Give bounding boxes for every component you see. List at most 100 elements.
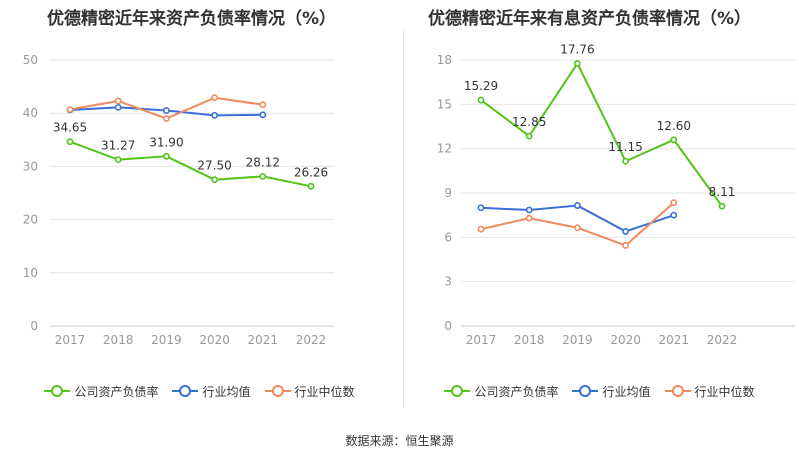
legend-item[interactable]: 公司资产负债率 (444, 383, 558, 400)
series-line (480, 61, 723, 207)
x-tick-label: 2018 (103, 333, 134, 347)
legend-item[interactable]: 行业均值 (572, 383, 651, 400)
data-point (259, 111, 267, 119)
data-point (718, 202, 726, 210)
x-tick-label: 2020 (610, 333, 641, 347)
data-point (622, 157, 629, 165)
chart-panel-left: 优德精密近年来资产负债率情况（%） 0 10 20 30 40 50 2017 2018 201… (0, 0, 399, 420)
y-tick-label: 3 (444, 275, 452, 289)
legend-dot-icon (579, 385, 592, 397)
x-tick-label: 2018 (514, 333, 545, 347)
data-label: 8.11 (709, 185, 736, 199)
data-point (162, 152, 170, 160)
data-point (670, 136, 678, 144)
legend-label: 行业均值 (202, 384, 251, 399)
y-tick-label: 20 (23, 213, 38, 227)
series-line (69, 140, 312, 188)
chart-panel-right: 优德精密近年来有息资产负债率情况（%） 0 3 6 9 12 15 18 2017 2018 20… (400, 0, 799, 420)
data-point (670, 211, 678, 219)
data-label: 27.50 (197, 159, 231, 173)
legend-dot-icon (179, 385, 192, 397)
data-point (162, 107, 170, 114)
x-tick-label: 2020 (199, 333, 230, 347)
x-tick-label: 2017 (466, 333, 497, 347)
legend-label: 公司资产负债率 (74, 384, 159, 399)
x-tick-label: 2021 (248, 333, 279, 347)
chart-legend: 公司资产负债率 行业均值 行业中位数 (0, 381, 399, 401)
data-point (66, 138, 74, 146)
chart-title: 优德精密近年来有息资产负债率情况（%） (427, 9, 752, 29)
data-point (114, 156, 122, 164)
x-tick-label: 2019 (562, 333, 593, 347)
data-point (114, 97, 122, 105)
y-tick-label: 0 (30, 319, 38, 333)
y-tick-label: 12 (437, 142, 452, 156)
data-point (525, 206, 533, 214)
y-tick-label: 15 (437, 97, 452, 111)
legend-item[interactable]: 行业中位数 (664, 383, 755, 400)
data-label: 26.26 (294, 165, 328, 179)
chart-title: 优德精密近年来资产负债率情况（%） (46, 9, 337, 29)
legend-swatch-icon (264, 385, 291, 397)
legend-swatch-icon (664, 385, 691, 397)
data-label: 11.15 (608, 140, 642, 154)
legend-item[interactable]: 公司资产负债率 (44, 383, 158, 400)
legend-dot-icon (451, 385, 464, 397)
data-label: 34.65 (53, 121, 87, 135)
panel-divider (403, 28, 404, 408)
legend-swatch-icon (172, 385, 199, 397)
x-tick-label: 2021 (659, 333, 690, 347)
y-tick-label: 50 (23, 53, 38, 67)
data-point (622, 228, 629, 235)
data-point (259, 101, 267, 109)
data-point (307, 182, 315, 190)
data-point (573, 60, 581, 67)
legend-label: 行业中位数 (694, 384, 755, 399)
data-point (477, 96, 485, 104)
y-tick-label: 6 (444, 230, 452, 244)
y-tick-label: 30 (23, 159, 38, 173)
legend-item[interactable]: 行业中位数 (264, 383, 355, 400)
legend-dot-icon (51, 385, 64, 397)
data-point (525, 214, 533, 222)
chart-legend: 公司资产负债率 行业均值 行业中位数 (400, 381, 799, 401)
data-label: 15.29 (464, 79, 498, 93)
legend-swatch-icon (444, 385, 471, 397)
data-label: 12.85 (512, 115, 546, 129)
data-label: 12.60 (657, 119, 691, 133)
data-point (114, 103, 122, 111)
line-chart-plot: 0 3 6 9 12 15 18 2017 2018 2019 2020 2021 2022 15.29 1… (437, 43, 795, 347)
data-label: 31.27 (101, 139, 135, 153)
legend-swatch-icon (572, 385, 599, 397)
data-source-label: 数据来源：恒生聚源 (345, 434, 454, 448)
data-point (477, 225, 485, 233)
x-tick-label: 2022 (707, 333, 738, 347)
data-point (162, 115, 170, 122)
legend-dot-icon (671, 385, 684, 397)
data-point (670, 199, 678, 207)
data-label: 28.12 (246, 155, 280, 169)
data-point (525, 132, 533, 140)
x-tick-label: 2019 (151, 333, 182, 347)
x-tick-label: 2017 (55, 333, 86, 347)
legend-swatch-icon (44, 385, 71, 397)
legend-dot-icon (271, 385, 284, 397)
data-point (211, 176, 218, 184)
data-point (573, 224, 581, 232)
y-tick-label: 0 (444, 319, 452, 333)
legend-label: 公司资产负债率 (474, 384, 559, 399)
data-point (573, 202, 581, 209)
line-chart-plot: 0 10 20 30 40 50 2017 2018 2019 2020 2021 2022 34.65… (23, 53, 334, 347)
y-tick-label: 18 (437, 53, 452, 67)
y-tick-label: 10 (23, 266, 38, 280)
data-point (477, 204, 485, 212)
y-tick-label: 40 (23, 106, 38, 120)
data-point (211, 111, 218, 119)
legend-label: 行业中位数 (294, 384, 355, 399)
x-tick-label: 2022 (296, 333, 327, 347)
data-point (259, 173, 267, 180)
data-point (66, 106, 74, 113)
y-tick-label: 9 (444, 186, 452, 200)
data-label: 31.90 (149, 135, 183, 149)
legend-item[interactable]: 行业均值 (172, 383, 251, 400)
